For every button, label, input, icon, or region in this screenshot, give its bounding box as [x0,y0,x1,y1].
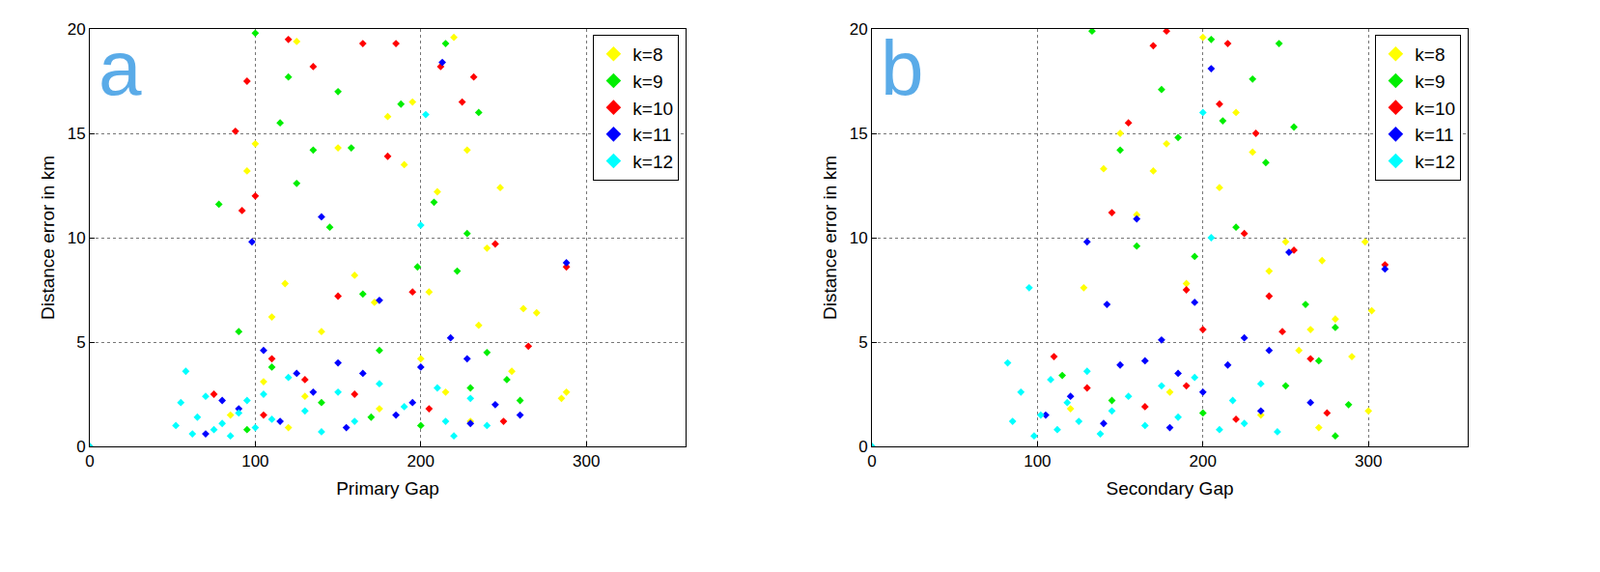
svg-text:5: 5 [858,333,868,352]
svg-text:10: 10 [849,228,869,248]
svg-text:0: 0 [858,437,868,456]
svg-text:Primary Gap: Primary Gap [336,477,440,499]
svg-text:0: 0 [76,437,85,456]
svg-text:k=9: k=9 [1414,71,1445,92]
svg-text:Distance error in km: Distance error in km [37,155,58,320]
svg-text:15: 15 [849,124,869,143]
svg-text:200: 200 [407,451,435,471]
svg-text:10: 10 [67,228,86,248]
svg-text:k=12: k=12 [1414,151,1456,172]
svg-text:k=8: k=8 [1414,44,1445,65]
svg-text:100: 100 [241,451,269,471]
svg-text:0: 0 [867,451,876,471]
svg-text:300: 300 [572,451,600,471]
svg-text:k=11: k=11 [1414,124,1454,145]
svg-text:k=12: k=12 [632,151,674,172]
svg-text:100: 100 [1023,451,1051,471]
svg-text:5: 5 [76,333,85,352]
svg-text:20: 20 [67,20,86,39]
svg-text:20: 20 [849,20,869,39]
svg-text:a: a [98,25,142,112]
svg-text:Secondary Gap: Secondary Gap [1105,477,1234,499]
svg-text:k=11: k=11 [632,124,672,145]
svg-text:200: 200 [1189,451,1217,471]
svg-text:300: 300 [1354,451,1382,471]
svg-text:k=10: k=10 [632,98,674,119]
svg-text:k=10: k=10 [1414,98,1456,119]
svg-text:k=8: k=8 [632,44,663,65]
svg-text:k=9: k=9 [632,71,663,92]
svg-text:Distance error in km: Distance error in km [819,155,841,320]
svg-text:b: b [880,25,925,112]
svg-text:0: 0 [84,451,94,471]
svg-text:15: 15 [67,124,86,143]
